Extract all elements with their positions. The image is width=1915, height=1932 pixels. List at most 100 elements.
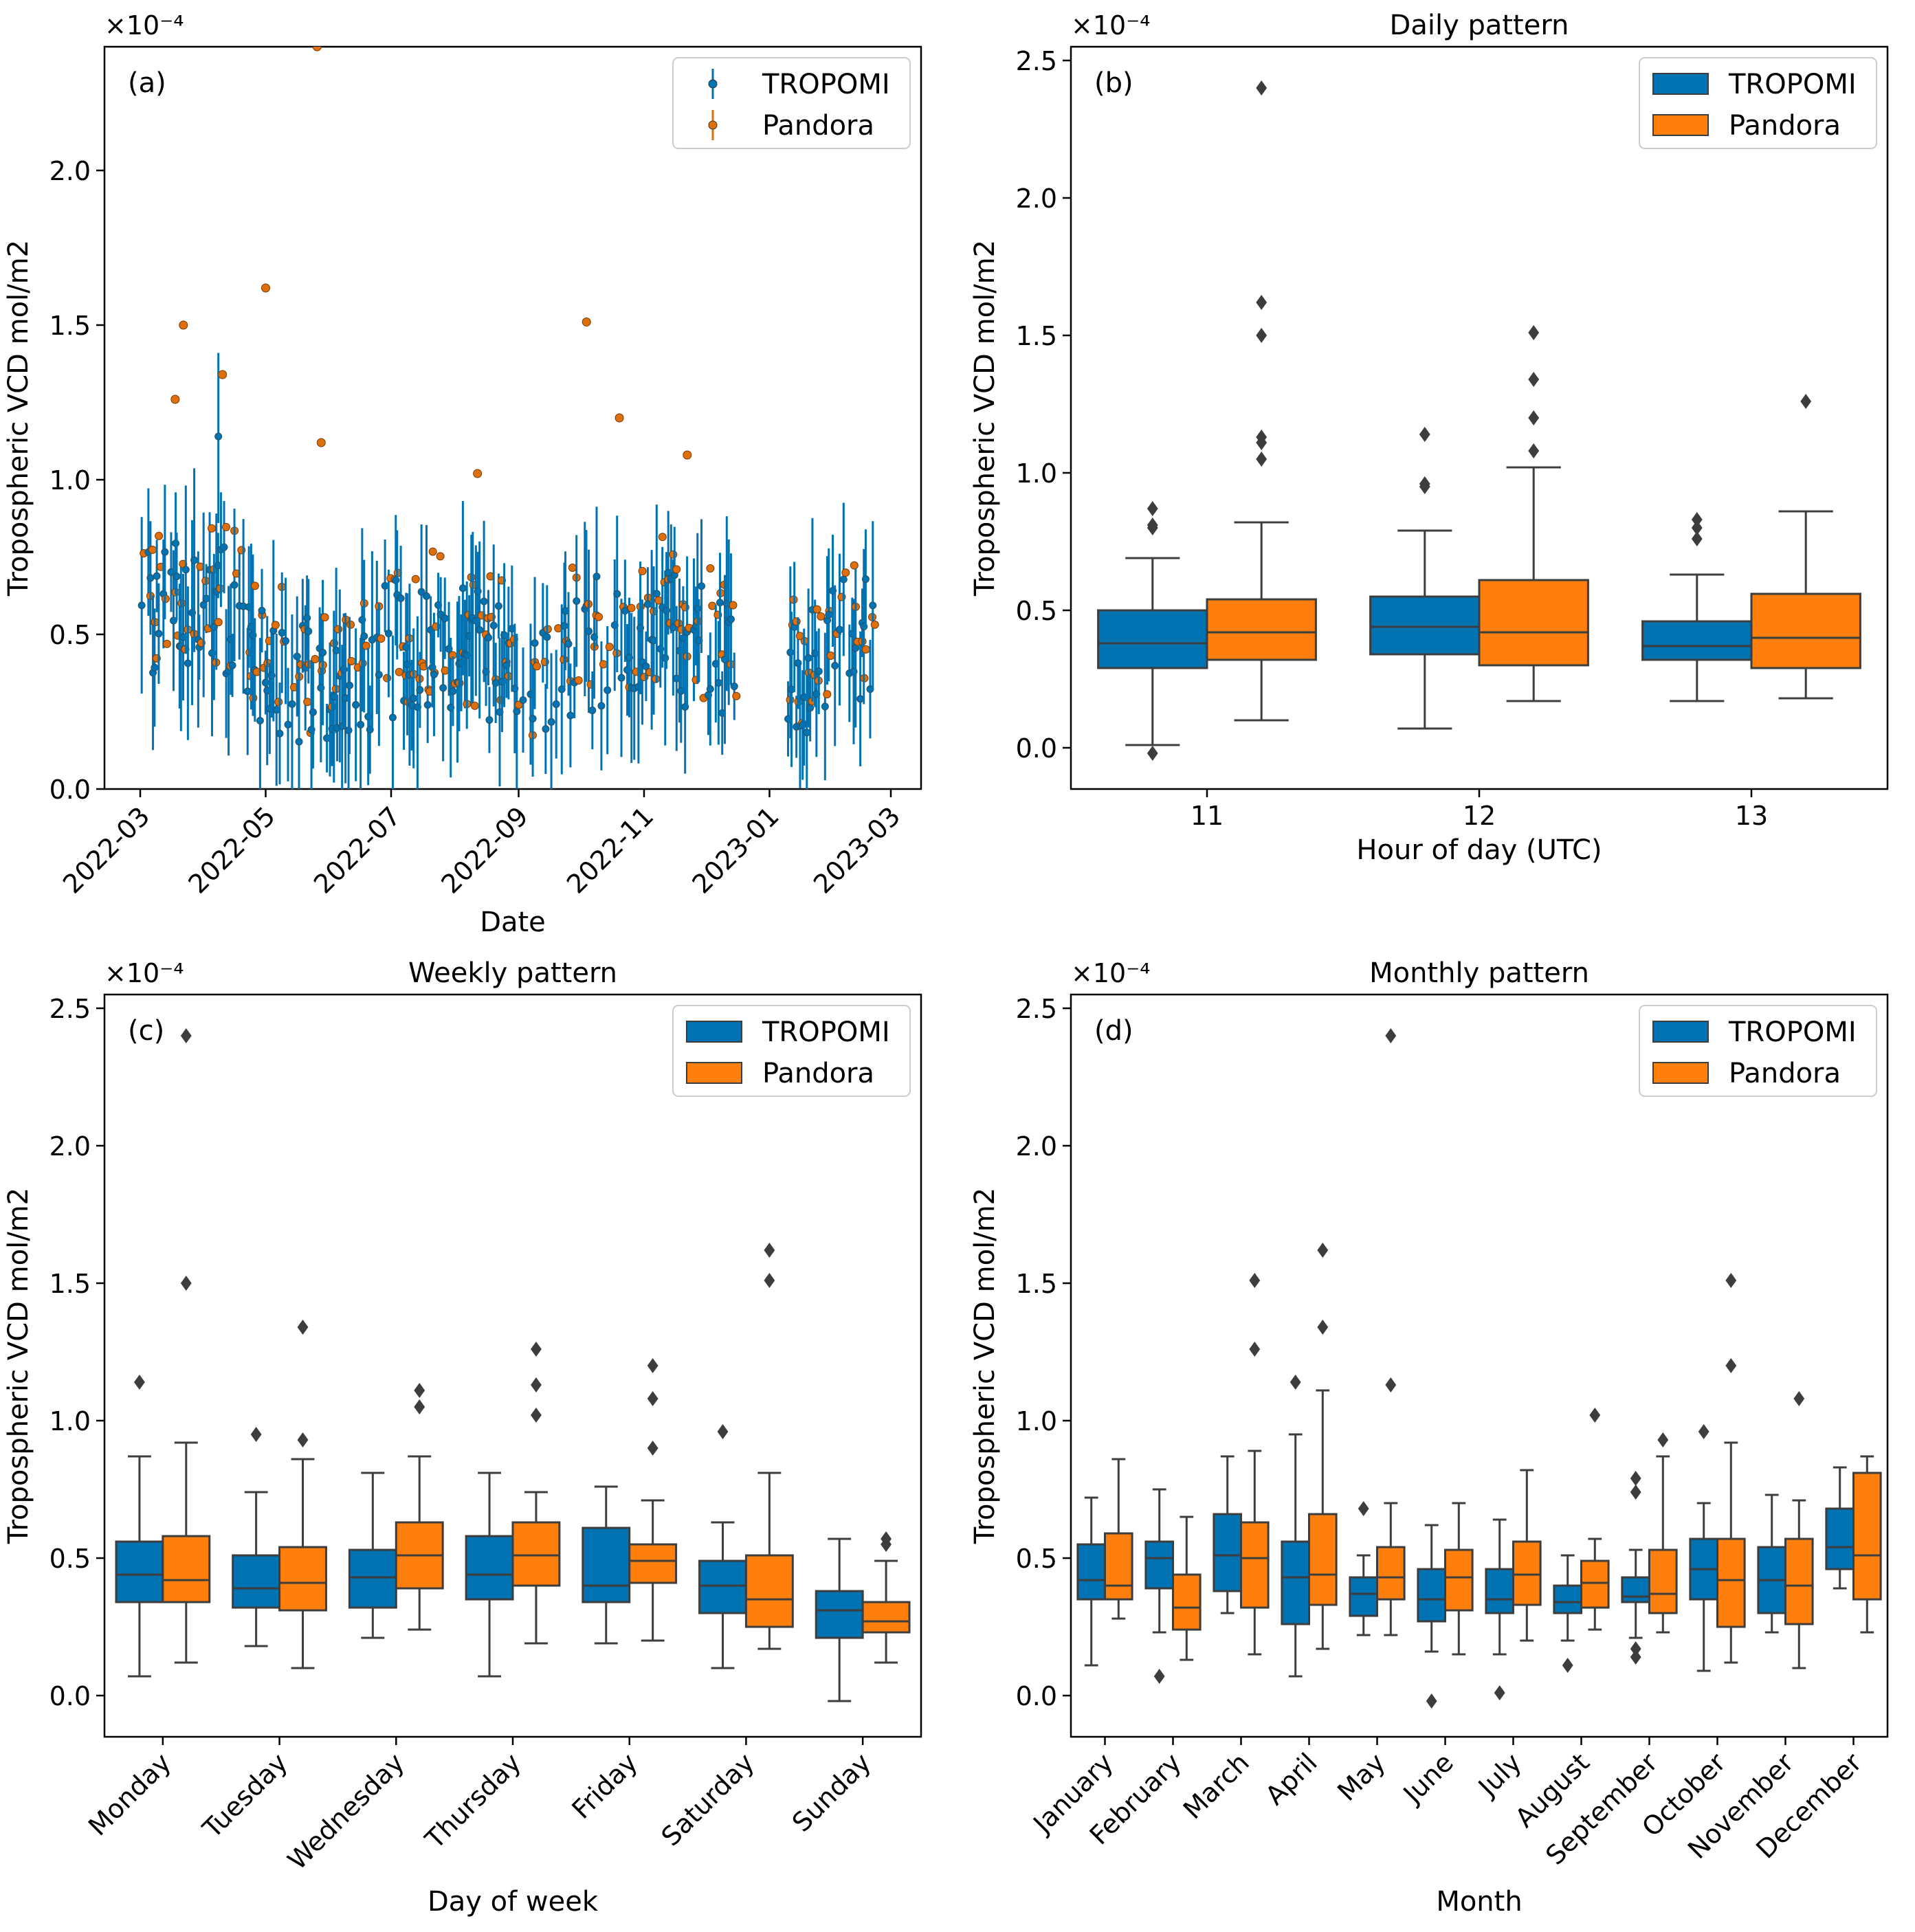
tropomi-box-13 bbox=[1641, 620, 1753, 661]
tropomi-point bbox=[352, 700, 360, 709]
tropomi-point bbox=[588, 707, 597, 715]
pandora-point bbox=[672, 565, 681, 574]
pandora-outlier bbox=[1256, 328, 1268, 343]
tropomi-box-11 bbox=[1097, 609, 1208, 669]
tropomi-point bbox=[727, 615, 735, 623]
panel-label: (d) bbox=[1094, 1015, 1133, 1047]
pandora-point bbox=[870, 620, 879, 629]
tropomi-point bbox=[169, 617, 177, 625]
pandora-outlier bbox=[647, 1391, 658, 1406]
tropomi-point bbox=[593, 573, 601, 581]
pandora-box-thursday bbox=[511, 1521, 561, 1587]
pandora-point bbox=[383, 674, 392, 682]
panel-title: Monthly pattern bbox=[1369, 957, 1589, 989]
y-axis-label: Tropospheric VCD mol/m2 bbox=[969, 240, 1001, 597]
tropomi-box-wednesday bbox=[348, 1548, 397, 1609]
pandora-outlier bbox=[180, 1028, 192, 1043]
panel-title: Weekly pattern bbox=[408, 957, 617, 989]
pandora-point bbox=[792, 617, 801, 626]
tropomi-point bbox=[430, 670, 438, 678]
y-tick-label: 0.5 bbox=[1016, 1544, 1057, 1574]
tropomi-point bbox=[381, 581, 389, 590]
pandora-box-may bbox=[1376, 1546, 1406, 1601]
y-tick-label: 2.5 bbox=[1016, 46, 1057, 76]
tropomi-point bbox=[480, 597, 488, 606]
pandora-box-13 bbox=[1750, 592, 1861, 669]
pandora-box-11 bbox=[1206, 598, 1317, 661]
legend-swatch-pandora bbox=[686, 1062, 742, 1084]
tropomi-outlier bbox=[1630, 1471, 1641, 1486]
y-tick-label: 0.0 bbox=[1016, 1681, 1057, 1711]
pandora-outlier bbox=[531, 1377, 542, 1392]
y-tick-label: 1.0 bbox=[49, 465, 91, 496]
y-scale-offset: ×10⁻⁴ bbox=[104, 10, 184, 41]
legend-marker-pandora bbox=[708, 120, 718, 130]
legend-label-pandora: Pandora bbox=[1729, 1058, 1841, 1089]
pandora-outlier bbox=[1725, 1273, 1737, 1288]
y-tick-label: 0.0 bbox=[49, 775, 91, 805]
pandora-point bbox=[850, 561, 859, 570]
pandora-point bbox=[250, 581, 259, 590]
pandora-outlier bbox=[1256, 80, 1268, 96]
legend-frame bbox=[672, 57, 911, 149]
tropomi-point bbox=[597, 702, 606, 710]
pandora-outlier bbox=[1528, 325, 1540, 340]
panel-label: (a) bbox=[128, 67, 166, 99]
tropomi-point bbox=[346, 681, 354, 689]
tropomi-point bbox=[258, 606, 266, 614]
tropomi-point bbox=[585, 627, 593, 635]
pandora-point bbox=[615, 413, 624, 423]
tropomi-outlier bbox=[1630, 1641, 1641, 1656]
tropomi-point bbox=[190, 556, 199, 564]
y-axis-label: Tropospheric VCD mol/m2 bbox=[3, 1188, 34, 1544]
tropomi-point bbox=[652, 590, 661, 598]
pandora-box-february bbox=[1172, 1573, 1202, 1631]
tropomi-outlier bbox=[1289, 1375, 1301, 1390]
pandora-outlier bbox=[531, 1342, 542, 1357]
y-tick-label: 2.0 bbox=[1016, 1131, 1057, 1162]
tropomi-box-june bbox=[1417, 1568, 1446, 1623]
pandora-point bbox=[346, 620, 355, 629]
tropomi-outlier bbox=[133, 1375, 145, 1390]
tropomi-box-july bbox=[1485, 1568, 1514, 1614]
pandora-point bbox=[441, 666, 450, 675]
tropomi-outlier bbox=[1691, 531, 1703, 546]
pandora-box-june bbox=[1444, 1548, 1474, 1612]
tropomi-point bbox=[566, 711, 575, 720]
tropomi-point bbox=[825, 611, 833, 619]
legend-marker-tropomi bbox=[708, 79, 718, 89]
tropomi-box-february bbox=[1144, 1540, 1175, 1590]
tropomi-outlier bbox=[1562, 1658, 1573, 1673]
x-axis-label: Date bbox=[480, 907, 546, 938]
tropomi-point bbox=[543, 633, 551, 641]
pandora-box-october bbox=[1716, 1537, 1746, 1628]
legend-label-tropomi: TROPOMI bbox=[762, 1017, 890, 1048]
pandora-point bbox=[706, 564, 715, 573]
pandora-point bbox=[817, 612, 826, 621]
pandora-point bbox=[599, 660, 608, 669]
tropomi-box-march bbox=[1213, 1513, 1243, 1592]
y-tick-label: 1.0 bbox=[49, 1406, 91, 1436]
pandora-point bbox=[732, 691, 741, 700]
tropomi-point bbox=[869, 601, 877, 610]
tropomi-box-thursday bbox=[465, 1535, 514, 1601]
pandora-outlier bbox=[1249, 1342, 1261, 1357]
pandora-outlier bbox=[881, 1537, 892, 1552]
pandora-outlier bbox=[1256, 435, 1268, 450]
tropomi-point bbox=[153, 572, 161, 580]
tropomi-box-tuesday bbox=[232, 1554, 281, 1609]
pandora-point bbox=[841, 568, 850, 577]
y-tick-label: 1.5 bbox=[1016, 321, 1057, 351]
tropomi-point bbox=[295, 737, 303, 746]
pandora-box-january bbox=[1104, 1532, 1133, 1601]
tropomi-box-12 bbox=[1369, 595, 1481, 656]
tropomi-point bbox=[410, 694, 418, 702]
y-tick-label: 2.5 bbox=[49, 994, 91, 1024]
y-scale-offset: ×10⁻⁴ bbox=[1071, 958, 1150, 988]
tropomi-point bbox=[458, 584, 467, 592]
tropomi-point bbox=[220, 543, 228, 551]
y-tick-label: 1.0 bbox=[1016, 1406, 1057, 1436]
pandora-point bbox=[436, 552, 445, 561]
pandora-point bbox=[568, 564, 577, 573]
legend-swatch-pandora bbox=[1652, 1062, 1709, 1084]
